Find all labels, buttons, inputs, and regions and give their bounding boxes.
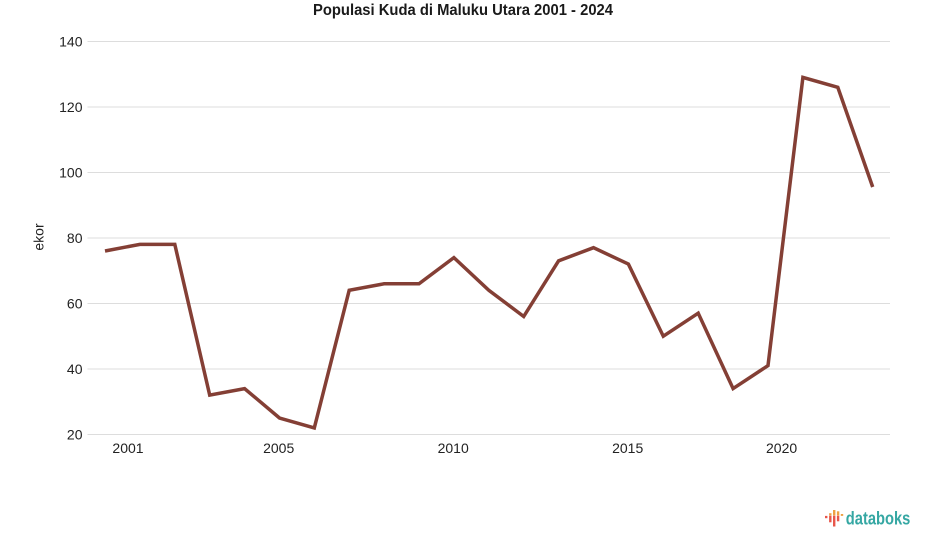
svg-text:80: 80 (67, 230, 83, 246)
svg-text:140: 140 (59, 33, 83, 49)
svg-text:2001: 2001 (112, 440, 143, 456)
svg-text:2010: 2010 (438, 440, 469, 456)
svg-text:100: 100 (59, 164, 83, 180)
svg-text:40: 40 (67, 361, 83, 377)
svg-text:20: 20 (67, 426, 83, 442)
svg-text:2015: 2015 (612, 440, 643, 456)
svg-text:Populasi Kuda di Maluku Utara: Populasi Kuda di Maluku Utara 2001 - 202… (313, 2, 613, 19)
svg-text:2005: 2005 (263, 440, 294, 456)
svg-text:2020: 2020 (766, 440, 797, 456)
svg-text:databoks: databoks (846, 508, 911, 528)
svg-text:120: 120 (59, 99, 83, 115)
svg-text:60: 60 (67, 295, 83, 311)
svg-text:ekor: ekor (31, 223, 47, 251)
